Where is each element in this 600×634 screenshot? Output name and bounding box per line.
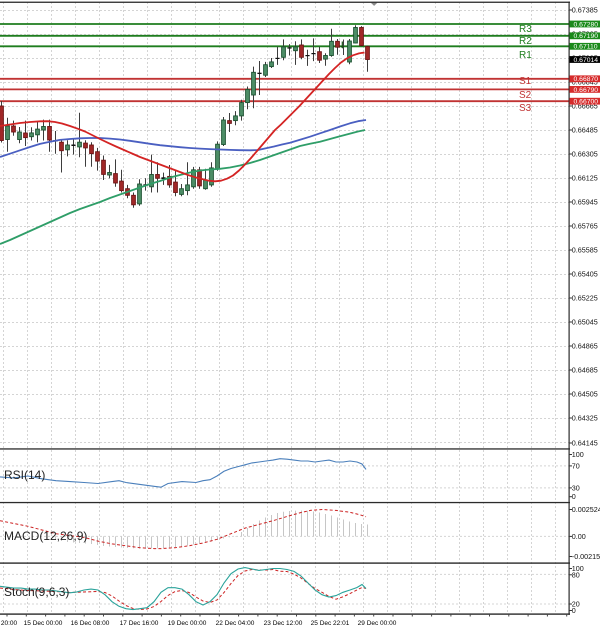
svg-text:0.65405: 0.65405 [572, 270, 598, 279]
svg-text:20:00: 20:00 [1, 620, 18, 627]
svg-text:0: 0 [572, 492, 576, 501]
svg-text:0.66665: 0.66665 [572, 102, 598, 111]
svg-text:0.65045: 0.65045 [572, 318, 598, 327]
svg-text:S1: S1 [519, 76, 532, 87]
svg-text:0.002524: 0.002524 [572, 505, 600, 514]
svg-text:0.65945: 0.65945 [572, 198, 598, 207]
svg-text:23 Dec 12:00: 23 Dec 12:00 [264, 620, 303, 627]
svg-text:0.66790: 0.66790 [574, 87, 599, 94]
svg-text:0.65225: 0.65225 [572, 294, 598, 303]
svg-text:0.66700: 0.66700 [574, 99, 599, 106]
svg-text:30: 30 [572, 483, 580, 492]
svg-text:0.66870: 0.66870 [574, 76, 599, 83]
svg-text:0.64685: 0.64685 [572, 366, 598, 375]
svg-text:17 Dec 16:00: 17 Dec 16:00 [120, 620, 159, 627]
svg-text:100: 100 [572, 564, 584, 573]
svg-text:25 Dec 22:01: 25 Dec 22:01 [311, 620, 350, 627]
svg-text:80: 80 [572, 570, 580, 579]
svg-text:RSI(14): RSI(14) [4, 468, 45, 482]
svg-text:S3: S3 [519, 103, 532, 114]
svg-text:0.64145: 0.64145 [572, 439, 598, 448]
svg-text:0.64505: 0.64505 [572, 390, 598, 399]
svg-text:29 Dec 00:00: 29 Dec 00:00 [358, 620, 397, 627]
svg-text:20: 20 [572, 600, 580, 609]
svg-text:0.66485: 0.66485 [572, 126, 598, 135]
svg-text:R1: R1 [519, 50, 532, 61]
svg-text:0.64865: 0.64865 [572, 342, 598, 351]
svg-text:22 Dec 04:00: 22 Dec 04:00 [216, 620, 255, 627]
svg-text:-0.00215: -0.00215 [572, 552, 600, 561]
svg-text:0.67385: 0.67385 [572, 6, 598, 15]
svg-text:0.64325: 0.64325 [572, 414, 598, 423]
svg-text:0.67014: 0.67014 [574, 57, 599, 64]
svg-text:0.67110: 0.67110 [574, 44, 598, 51]
svg-text:MACD(12,26,9): MACD(12,26,9) [4, 529, 87, 543]
svg-text:70: 70 [572, 461, 580, 470]
svg-text:100: 100 [572, 450, 584, 459]
svg-text:0.65765: 0.65765 [572, 222, 598, 231]
svg-text:19 Dec 00:00: 19 Dec 00:00 [168, 620, 207, 627]
svg-text:R2: R2 [519, 36, 532, 47]
svg-text:0.66305: 0.66305 [572, 150, 598, 159]
svg-text:0.65585: 0.65585 [572, 246, 598, 255]
svg-text:0.67280: 0.67280 [574, 21, 599, 28]
svg-text:0: 0 [572, 606, 576, 615]
svg-text:0.00: 0.00 [572, 532, 586, 541]
svg-text:15 Dec 00:00: 15 Dec 00:00 [24, 620, 63, 627]
svg-text:0.67190: 0.67190 [574, 33, 599, 40]
svg-text:0.66125: 0.66125 [572, 174, 598, 183]
svg-text:Stoch(9,6,3): Stoch(9,6,3) [4, 585, 69, 599]
svg-text:16 Dec 08:00: 16 Dec 08:00 [71, 620, 110, 627]
svg-text:R3: R3 [519, 24, 532, 35]
svg-text:S2: S2 [519, 90, 532, 101]
